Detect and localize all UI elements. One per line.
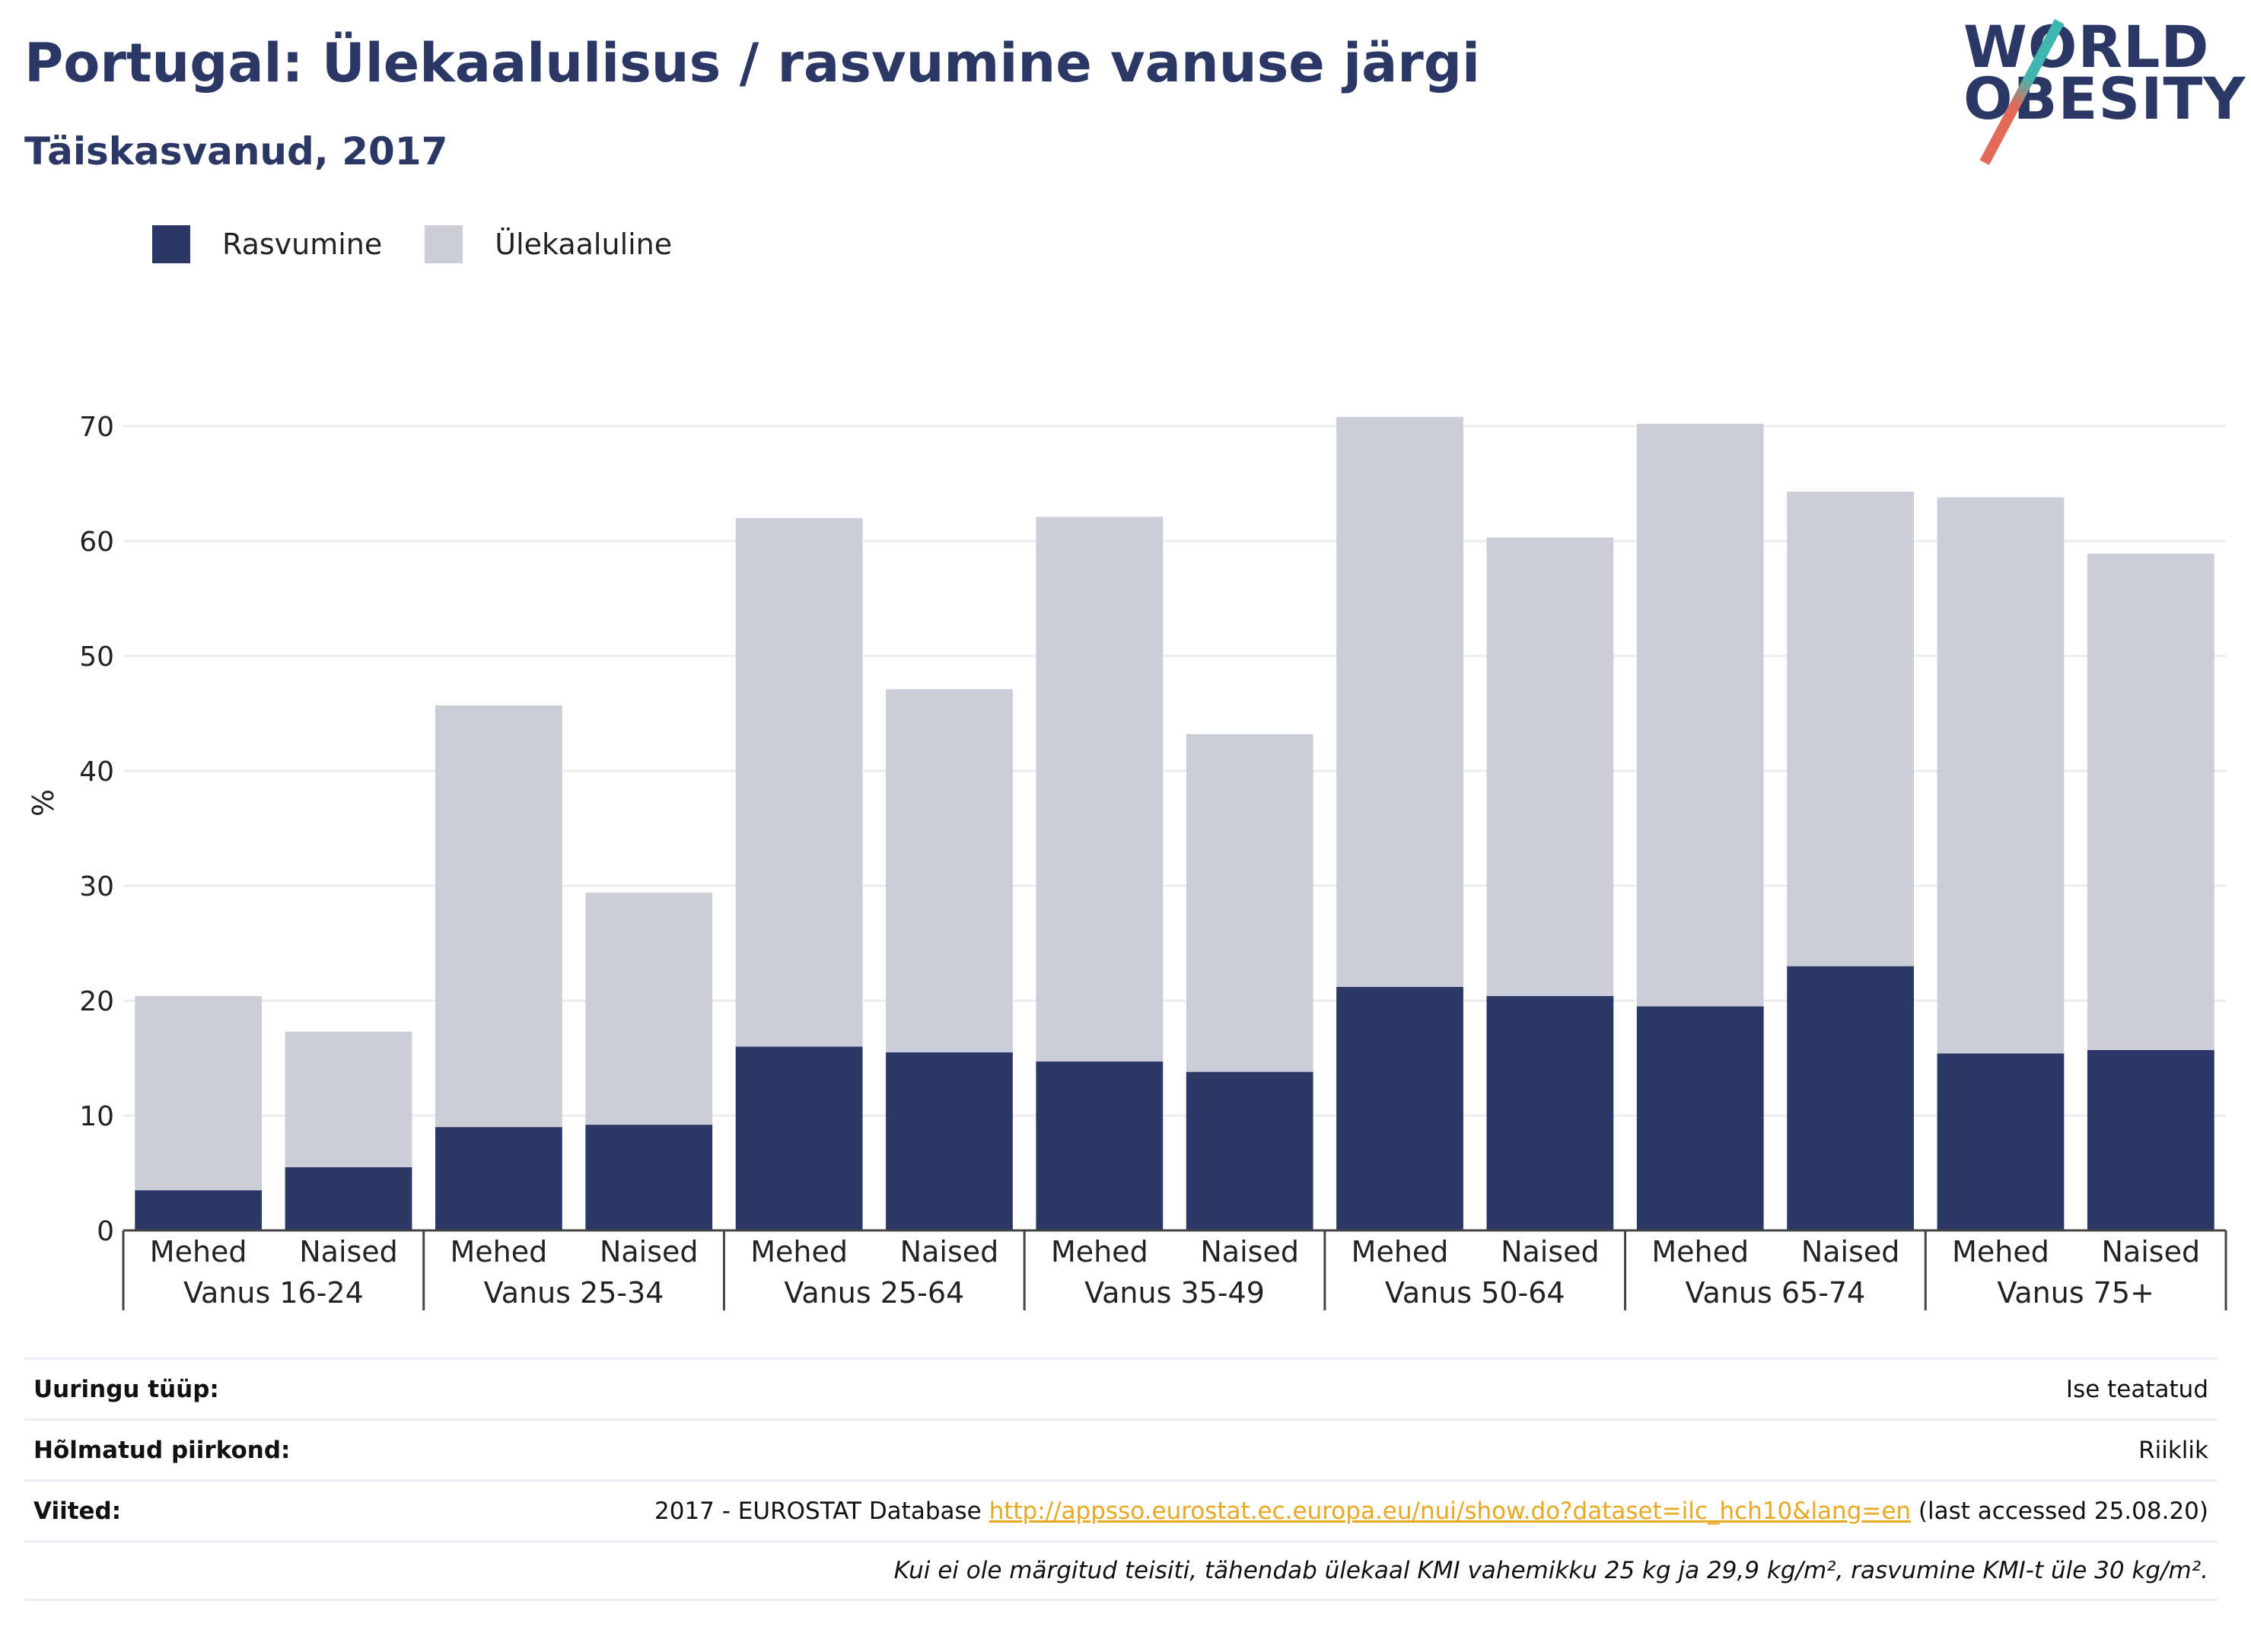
- legend-item-obesity[interactable]: Rasvumine: [152, 225, 382, 263]
- bar-obesity: [1036, 1062, 1164, 1230]
- group-label: Vanus 25-34: [484, 1276, 664, 1310]
- bar-overweight: [1636, 423, 1764, 1007]
- survey-label: Uuringu tüüp:: [33, 1375, 219, 1403]
- info-row-survey: Uuringu tüüp: Ise teatatud: [24, 1358, 2218, 1418]
- x-tick-label: Mehed: [1352, 1235, 1449, 1268]
- group-label: Vanus 50-64: [1385, 1276, 1565, 1310]
- bar-overweight: [1486, 537, 1614, 996]
- bar-obesity: [2087, 1049, 2214, 1230]
- x-tick-label: Mehed: [1651, 1235, 1749, 1268]
- x-tick-label: Naised: [600, 1235, 699, 1268]
- group-label: Vanus 65-74: [1686, 1276, 1866, 1310]
- x-tick-label: Mehed: [750, 1235, 848, 1268]
- x-tick-label: Naised: [2102, 1235, 2201, 1268]
- info-table: Uuringu tüüp: Ise teatatud Hõlmatud piir…: [24, 1358, 2218, 1601]
- bar-obesity: [1636, 1006, 1764, 1230]
- x-tick-label: Mehed: [1051, 1235, 1148, 1268]
- bar-obesity: [1186, 1071, 1313, 1230]
- y-tick-label: 40: [79, 756, 114, 788]
- x-tick-label: Naised: [1501, 1235, 1600, 1268]
- legend-item-overweight[interactable]: Ülekaaluline: [425, 225, 672, 263]
- bar-overweight: [2087, 553, 2214, 1050]
- bar-overweight: [1036, 517, 1164, 1062]
- y-tick-label: 20: [79, 986, 114, 1017]
- y-tick-label: 70: [79, 412, 114, 443]
- group-label: Vanus 16-24: [183, 1276, 364, 1310]
- bar-overweight: [1186, 734, 1313, 1072]
- refs-label: Viited:: [33, 1497, 122, 1525]
- refs-suffix: (last accessed 25.08.20): [1911, 1497, 2208, 1525]
- bar-obesity: [886, 1052, 1013, 1230]
- group-label: Vanus 75+: [1997, 1276, 2154, 1310]
- refs-link[interactable]: http://appsso.eurostat.ec.europa.eu/nui/…: [989, 1497, 1912, 1525]
- x-tick-label: Mehed: [1952, 1235, 2049, 1268]
- x-tick-label: Naised: [1200, 1235, 1299, 1268]
- x-tick-label: Naised: [900, 1235, 999, 1268]
- bar-overweight: [1336, 416, 1463, 987]
- bar-overweight: [585, 893, 713, 1125]
- y-tick-label: 10: [79, 1101, 114, 1132]
- bar-overweight: [1787, 492, 1914, 966]
- region-value: Riiklik: [2138, 1436, 2208, 1464]
- y-tick-label: 50: [79, 641, 114, 673]
- legend-label-obesity: Rasvumine: [222, 228, 383, 261]
- info-row-region: Hõlmatud piirkond: Riiklik: [24, 1418, 2218, 1479]
- world-obesity-logo: WORLD OBESITY: [1963, 13, 2245, 166]
- logo-line-1: WORLD: [1963, 13, 2210, 81]
- bar-obesity: [435, 1127, 562, 1230]
- survey-value: Ise teatatud: [2065, 1375, 2208, 1403]
- bar-obesity: [1336, 986, 1463, 1230]
- x-tick-label: Naised: [299, 1235, 398, 1268]
- refs-prefix: 2017 - EUROSTAT Database: [654, 1497, 989, 1525]
- bar-obesity: [585, 1125, 713, 1230]
- y-tick-label: 30: [79, 871, 114, 902]
- legend-label-overweight: Ülekaaluline: [495, 228, 673, 261]
- refs-value: 2017 - EUROSTAT Database http://appsso.e…: [654, 1498, 2208, 1525]
- info-row-note: Kui ei ole märgitud teisiti, tähendab ül…: [24, 1540, 2218, 1601]
- y-tick-label: 0: [97, 1216, 114, 1247]
- bar-obesity: [735, 1046, 863, 1230]
- x-tick-label: Naised: [1801, 1235, 1900, 1268]
- bar-overweight: [435, 705, 562, 1128]
- chart-subtitle: Täiskasvanud, 2017: [24, 129, 448, 173]
- definition-note: Kui ei ole märgitud teisiti, tähendab ül…: [893, 1557, 2208, 1584]
- bar-overweight: [886, 689, 1013, 1052]
- legend-swatch-obesity: [152, 225, 190, 263]
- bar-overweight: [285, 1031, 412, 1167]
- group-label: Vanus 35-49: [1084, 1276, 1265, 1310]
- bar-obesity: [1787, 966, 1914, 1230]
- stacked-bar-chart: 0 10 20 30 40 50 60 70% Mehed Naised Mehed Naised Me…: [27, 412, 2227, 1310]
- bar-overweight: [135, 995, 263, 1191]
- chart-title: Portugal: Ülekaalulisus / rasvumine vanu…: [24, 32, 1480, 94]
- region-label: Hõlmatud piirkond:: [33, 1436, 291, 1464]
- group-label: Vanus 25-64: [784, 1276, 964, 1310]
- bar-overweight: [735, 517, 863, 1047]
- chart-legend: Rasvumine Ülekaaluline: [152, 225, 715, 263]
- bar-obesity: [135, 1190, 263, 1230]
- bar-obesity: [1937, 1053, 2065, 1230]
- legend-swatch-overweight: [425, 225, 463, 263]
- bar-overweight: [1937, 497, 2065, 1054]
- x-tick-label: Mehed: [451, 1235, 548, 1268]
- bar-obesity: [285, 1167, 412, 1230]
- bar-obesity: [1486, 995, 1614, 1230]
- x-tick-label: Mehed: [150, 1235, 247, 1268]
- y-axis-label: %: [27, 789, 60, 816]
- y-tick-label: 60: [79, 527, 114, 558]
- info-row-refs: Viited: 2017 - EUROSTAT Database http://…: [24, 1479, 2218, 1540]
